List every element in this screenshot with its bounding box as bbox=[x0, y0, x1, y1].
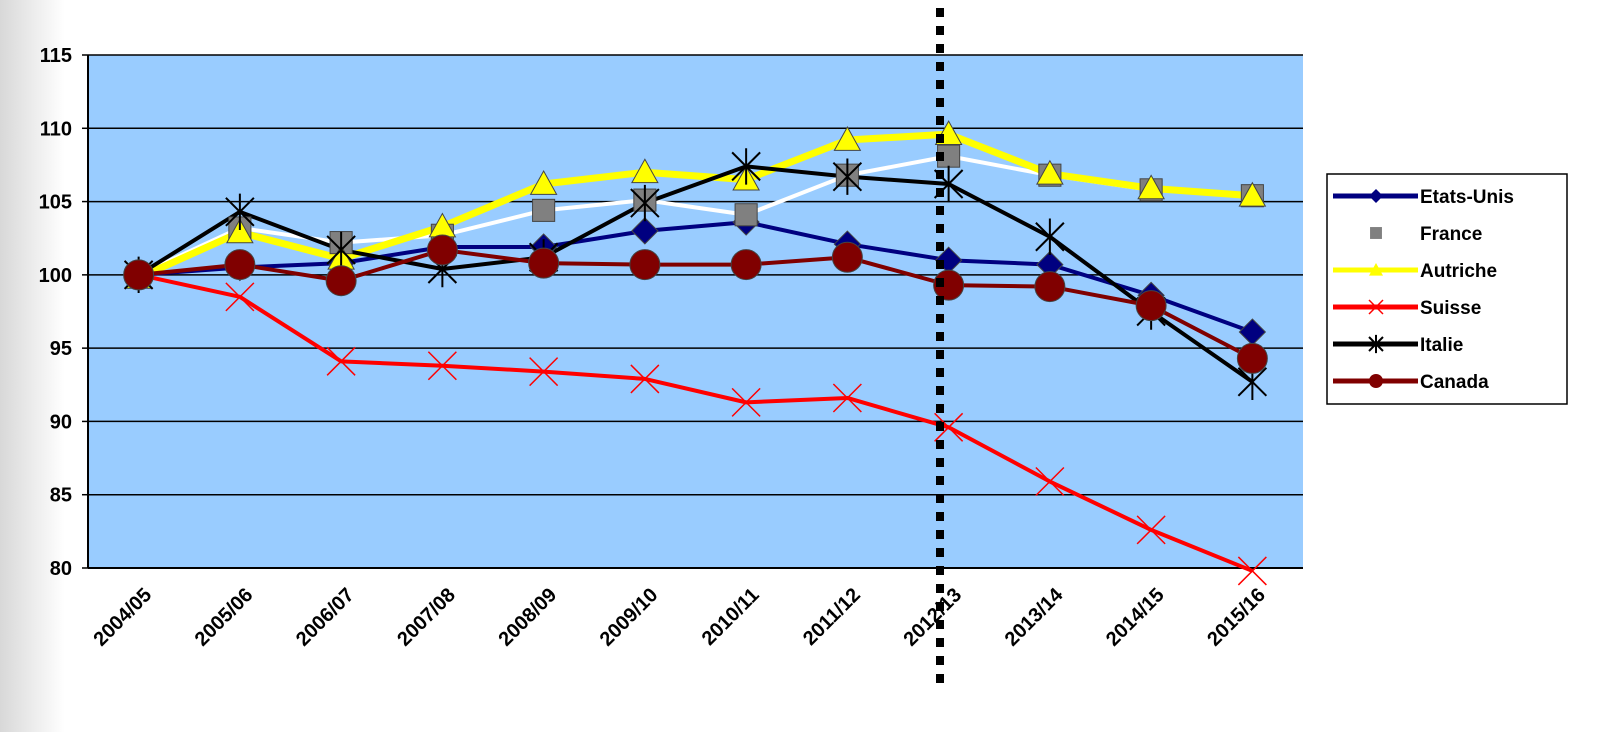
marker bbox=[731, 148, 761, 185]
y-tick-label: 115 bbox=[40, 45, 72, 67]
marker bbox=[832, 158, 863, 195]
legend-text: Canada bbox=[1420, 372, 1489, 393]
marker bbox=[832, 383, 862, 413]
marker bbox=[1369, 189, 1383, 203]
marker bbox=[734, 203, 758, 227]
marker bbox=[933, 269, 965, 301]
marker bbox=[1034, 271, 1066, 303]
marker bbox=[325, 265, 357, 297]
y-tick-label: 85 bbox=[50, 485, 72, 507]
legend-text: France bbox=[1420, 224, 1482, 245]
marker bbox=[529, 357, 559, 387]
y-tick-label: 90 bbox=[50, 411, 72, 433]
y-tick-label: 105 bbox=[39, 192, 72, 214]
marker bbox=[1036, 159, 1064, 185]
marker bbox=[1368, 299, 1384, 315]
y-tick-label: 110 bbox=[40, 118, 72, 140]
legend bbox=[1326, 173, 1568, 405]
marker bbox=[1035, 218, 1065, 255]
marker bbox=[831, 241, 863, 273]
legend-text: Autriche bbox=[1420, 261, 1497, 282]
marker bbox=[528, 247, 560, 279]
marker bbox=[532, 198, 556, 222]
marker bbox=[630, 364, 660, 394]
marker bbox=[1368, 334, 1384, 354]
marker bbox=[629, 249, 661, 281]
marker bbox=[730, 249, 762, 281]
y-tick-label: 80 bbox=[50, 558, 72, 580]
marker bbox=[529, 169, 558, 195]
marker bbox=[833, 125, 862, 151]
marker bbox=[1236, 342, 1268, 374]
legend-text: Suisse bbox=[1420, 298, 1481, 319]
marker bbox=[1135, 290, 1167, 322]
marker bbox=[426, 234, 458, 266]
marker bbox=[1237, 556, 1267, 586]
y-tick-label: 100 bbox=[39, 265, 72, 287]
marker bbox=[326, 231, 356, 269]
marker bbox=[1136, 515, 1166, 545]
marker bbox=[226, 218, 254, 244]
marker bbox=[326, 346, 356, 376]
marker bbox=[427, 351, 457, 381]
marker bbox=[631, 217, 659, 245]
marker bbox=[1035, 466, 1065, 497]
plot-area bbox=[88, 55, 1303, 568]
y-tick-label: 95 bbox=[50, 338, 72, 360]
series-line bbox=[137, 130, 1253, 281]
marker bbox=[1370, 227, 1382, 239]
marker bbox=[224, 249, 256, 281]
marker bbox=[225, 282, 255, 312]
marker bbox=[123, 259, 155, 291]
marker bbox=[1238, 181, 1267, 207]
series-line bbox=[138, 247, 1254, 361]
series-line bbox=[138, 272, 1254, 573]
marker bbox=[1369, 263, 1383, 276]
marker bbox=[631, 158, 659, 184]
marker bbox=[934, 412, 964, 442]
series-line bbox=[138, 220, 1254, 334]
marker bbox=[731, 387, 761, 417]
marker bbox=[630, 184, 660, 222]
series-line bbox=[137, 164, 1254, 384]
legend-text: Etats-Unis bbox=[1420, 187, 1514, 208]
marker bbox=[1137, 174, 1165, 200]
legend-text: Italie bbox=[1420, 335, 1463, 356]
marker bbox=[1369, 374, 1383, 388]
marker bbox=[225, 193, 255, 231]
